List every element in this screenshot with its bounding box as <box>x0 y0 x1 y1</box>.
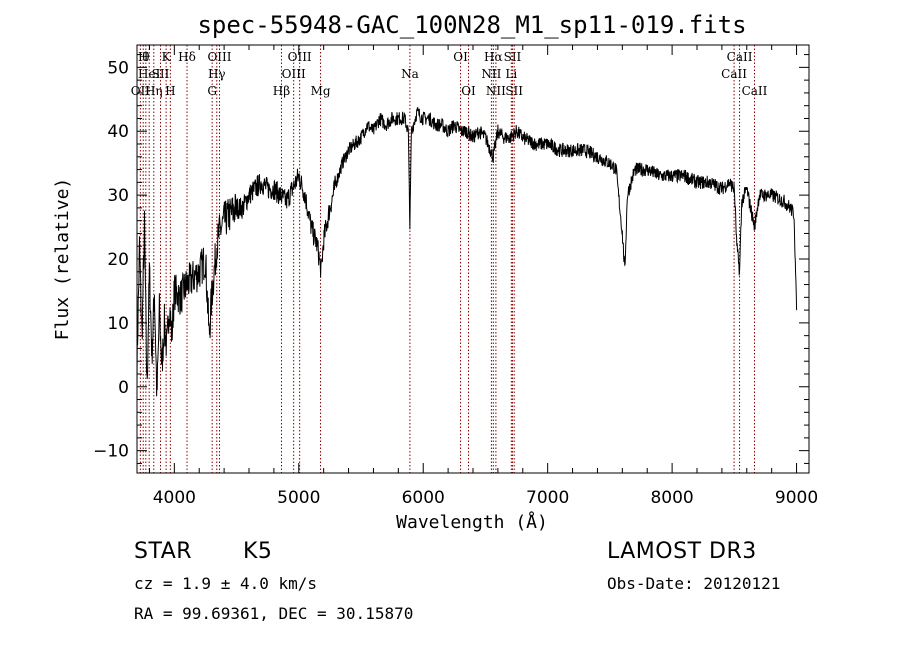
x-tick-label: 7000 <box>526 488 569 508</box>
spectral-line-label: G <box>207 84 217 98</box>
x-tick-label: 4000 <box>153 488 196 508</box>
spectral-line-markers <box>139 45 755 473</box>
y-tick-label: 10 <box>107 314 129 334</box>
spectral-line-label: Hα <box>484 50 503 64</box>
spectrum-series <box>136 106 798 397</box>
y-tick-label: 0 <box>118 378 129 398</box>
spectral-line-label: K <box>162 50 172 64</box>
spectral-line-label: SII <box>504 50 522 64</box>
object-class: STAR <box>134 539 193 564</box>
chart-title: spec-55948-GAC_100N28_M1_sp11-019.fits <box>197 11 746 39</box>
spectral-line-label: NII <box>481 67 501 81</box>
spectral-line-label: θ <box>142 50 149 64</box>
spectral-line-label: HeI <box>138 67 161 81</box>
spectral-line-label: Hγ <box>208 67 226 81</box>
spectral-line-label: H <box>165 84 175 98</box>
y-axis-label: Flux (relative) <box>52 178 73 341</box>
spectral-line-label: OIII <box>288 50 312 64</box>
spectral-line-label: OI <box>461 84 476 98</box>
y-tick-label: 40 <box>107 122 129 142</box>
plot-frame <box>136 44 810 474</box>
spectral-line-label: SII <box>505 84 523 98</box>
spectral-line-label: CaII <box>721 67 747 81</box>
spectral-line-label: Hη <box>145 84 163 98</box>
object-subclass: K5 <box>243 539 273 564</box>
spectral-line-labels: OIIHθHeIHηSIIKHHδGHγOIIIHβOIIIOIIIMgNaOI… <box>131 50 768 98</box>
x-tick-label: 5000 <box>277 488 320 508</box>
y-tick-label: −10 <box>93 442 129 462</box>
spectral-line-label: CaII <box>742 84 768 98</box>
spectral-line-label: SII <box>152 67 170 81</box>
x-tick-label: 8000 <box>650 488 693 508</box>
x-axis-ticks: 4000 5000 6000 7000 8000 9000 <box>148 45 818 508</box>
x-tick-label: 9000 <box>775 488 818 508</box>
spectral-line-label: Hβ <box>273 84 290 98</box>
spectral-line-label: OI <box>453 50 468 64</box>
x-axis-label: Wavelength (Å) <box>396 511 548 533</box>
spectral-line-label: OIII <box>207 50 231 64</box>
redshift-cz: cz = 1.9 ± 4.0 km/s <box>134 574 318 593</box>
y-axis-ticks: −10 0 10 20 30 40 50 <box>93 54 809 464</box>
sky-coordinates: RA = 99.69361, DEC = 30.15870 <box>134 604 414 623</box>
spectrum-line <box>136 106 798 397</box>
survey-name: LAMOST DR3 <box>607 539 757 564</box>
y-tick-label: 50 <box>107 58 129 78</box>
spectral-line-label: CaII <box>727 50 753 64</box>
spectral-line-label: Li <box>505 67 517 81</box>
spectral-line-label: Hδ <box>178 50 196 64</box>
spectral-line-label: Na <box>401 67 419 81</box>
spectral-line-label: H <box>138 50 148 64</box>
spectral-line-label: NII <box>486 84 506 98</box>
observation-date: Obs-Date: 20120121 <box>607 574 781 593</box>
spectral-line-label: OIII <box>282 67 306 81</box>
spectral-line-label: Mg <box>311 84 331 98</box>
y-tick-label: 20 <box>107 250 129 270</box>
spectral-line-label: OII <box>131 84 151 98</box>
x-tick-label: 6000 <box>402 488 445 508</box>
y-tick-label: 30 <box>107 186 129 206</box>
